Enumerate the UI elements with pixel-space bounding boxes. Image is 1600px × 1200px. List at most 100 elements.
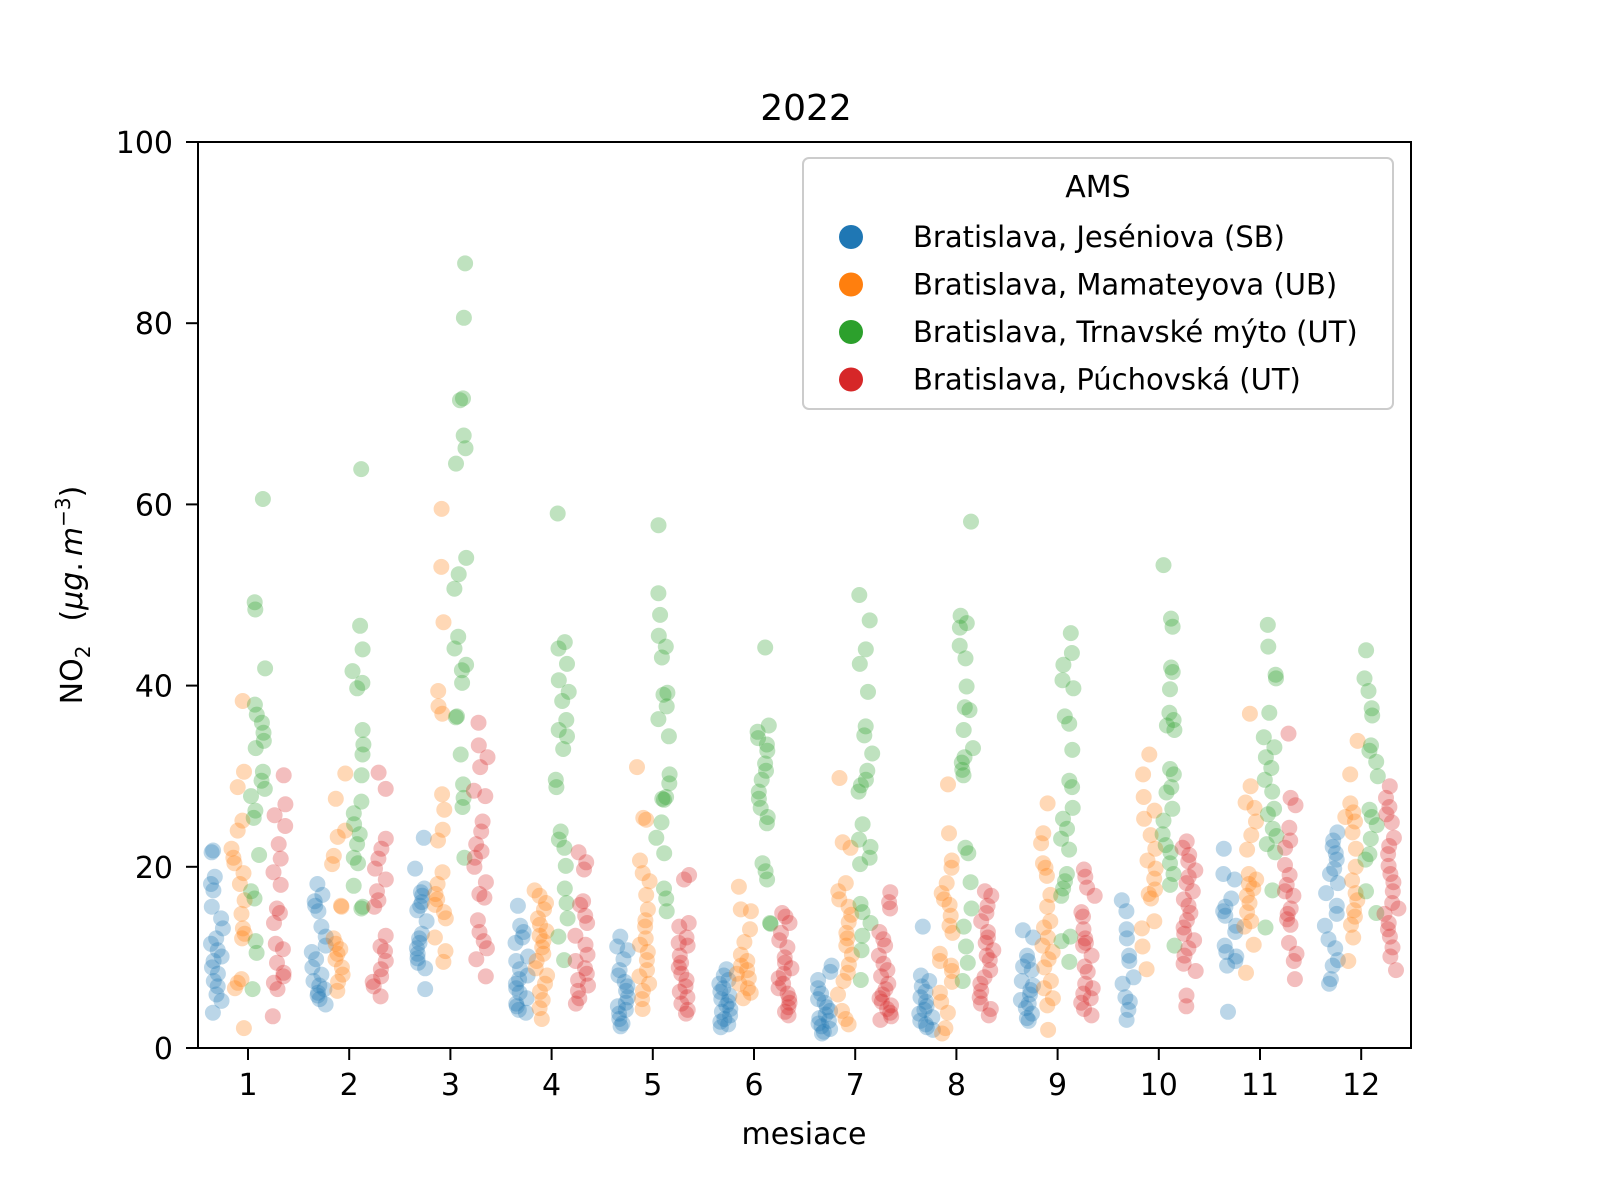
- data-point: [305, 973, 322, 989]
- data-point: [231, 876, 248, 892]
- data-point: [728, 965, 745, 982]
- data-point: [963, 513, 979, 530]
- data-point: [1322, 866, 1338, 882]
- data-point: [1162, 681, 1178, 698]
- data-point: [345, 877, 362, 894]
- data-point: [924, 1009, 941, 1026]
- data-point: [458, 656, 475, 673]
- data-point: [843, 906, 860, 923]
- data-point: [1248, 813, 1264, 830]
- data-point: [678, 1005, 694, 1022]
- data-point: [816, 994, 833, 1011]
- data-point: [1178, 998, 1195, 1015]
- data-point: [843, 946, 860, 963]
- data-point: [854, 904, 871, 921]
- data-point: [713, 1003, 730, 1020]
- data-point: [364, 973, 381, 990]
- data-point: [436, 904, 452, 921]
- data-point: [1248, 871, 1265, 888]
- data-point: [1368, 817, 1385, 834]
- data-point: [559, 910, 576, 927]
- data-point: [233, 971, 250, 988]
- data-point: [469, 912, 486, 929]
- data-point: [1368, 905, 1385, 921]
- data-point: [1062, 928, 1079, 945]
- data-point: [859, 762, 876, 779]
- data-point: [213, 948, 230, 965]
- data-point: [1329, 875, 1346, 892]
- y-tick-label: 40: [135, 670, 173, 705]
- data-point: [1180, 897, 1197, 914]
- data-point: [956, 699, 973, 716]
- data-point: [208, 986, 225, 1003]
- data-point: [879, 962, 896, 979]
- data-point: [433, 558, 450, 575]
- data-point: [654, 790, 671, 807]
- data-point: [466, 849, 483, 866]
- data-point: [575, 893, 592, 910]
- data-point: [941, 917, 958, 934]
- data-point: [917, 1016, 934, 1033]
- data-point: [306, 893, 323, 910]
- data-point: [851, 655, 868, 672]
- data-point: [978, 905, 995, 921]
- data-point: [777, 954, 793, 971]
- data-point: [1325, 832, 1342, 849]
- data-point: [213, 910, 230, 927]
- legend: AMS Bratislava, Jeséniova (SB)Bratislava…: [802, 157, 1394, 410]
- data-point: [943, 973, 960, 990]
- data-point: [1120, 1001, 1137, 1018]
- data-point: [351, 826, 368, 843]
- data-point: [255, 724, 272, 741]
- data-point: [408, 940, 425, 957]
- data-point: [1019, 947, 1035, 964]
- data-point: [1143, 890, 1159, 907]
- data-point: [1184, 883, 1201, 900]
- data-point: [316, 981, 333, 998]
- data-point: [638, 952, 655, 969]
- data-point: [536, 901, 552, 918]
- data-point: [1121, 993, 1138, 1010]
- data-point: [213, 992, 230, 1009]
- data-point: [1055, 656, 1072, 673]
- data-point: [1360, 683, 1377, 699]
- data-point: [223, 840, 240, 857]
- data-point: [1361, 846, 1378, 863]
- data-point: [955, 722, 972, 738]
- data-point: [1035, 825, 1052, 842]
- data-point: [446, 640, 463, 657]
- data-point: [1243, 913, 1260, 930]
- data-point: [612, 1018, 629, 1035]
- data-point: [1340, 953, 1357, 969]
- data-point: [977, 934, 994, 951]
- data-point: [1180, 853, 1197, 870]
- data-point: [1384, 939, 1401, 956]
- data-point: [660, 728, 677, 745]
- data-point: [366, 898, 383, 915]
- data-point: [1362, 830, 1379, 847]
- data-point: [1054, 672, 1071, 689]
- data-point: [370, 850, 387, 867]
- data-point: [914, 918, 931, 935]
- data-point: [247, 601, 264, 618]
- data-point: [762, 915, 779, 931]
- data-point: [507, 934, 524, 951]
- data-point: [1164, 800, 1181, 817]
- data-point: [531, 1000, 548, 1017]
- data-point: [982, 962, 999, 979]
- data-point: [1057, 873, 1073, 890]
- data-point: [850, 783, 867, 800]
- data-point: [840, 898, 857, 915]
- data-point: [1267, 844, 1284, 861]
- data-point: [852, 895, 869, 912]
- data-point: [1136, 810, 1153, 827]
- y-tick-label: 80: [135, 307, 173, 342]
- data-point: [253, 714, 270, 731]
- data-point: [427, 896, 443, 913]
- data-point: [750, 730, 767, 747]
- data-point: [429, 876, 446, 892]
- data-point: [739, 962, 756, 979]
- data-point: [658, 789, 675, 805]
- data-point: [1023, 962, 1040, 979]
- y-label-dot: .: [55, 562, 90, 572]
